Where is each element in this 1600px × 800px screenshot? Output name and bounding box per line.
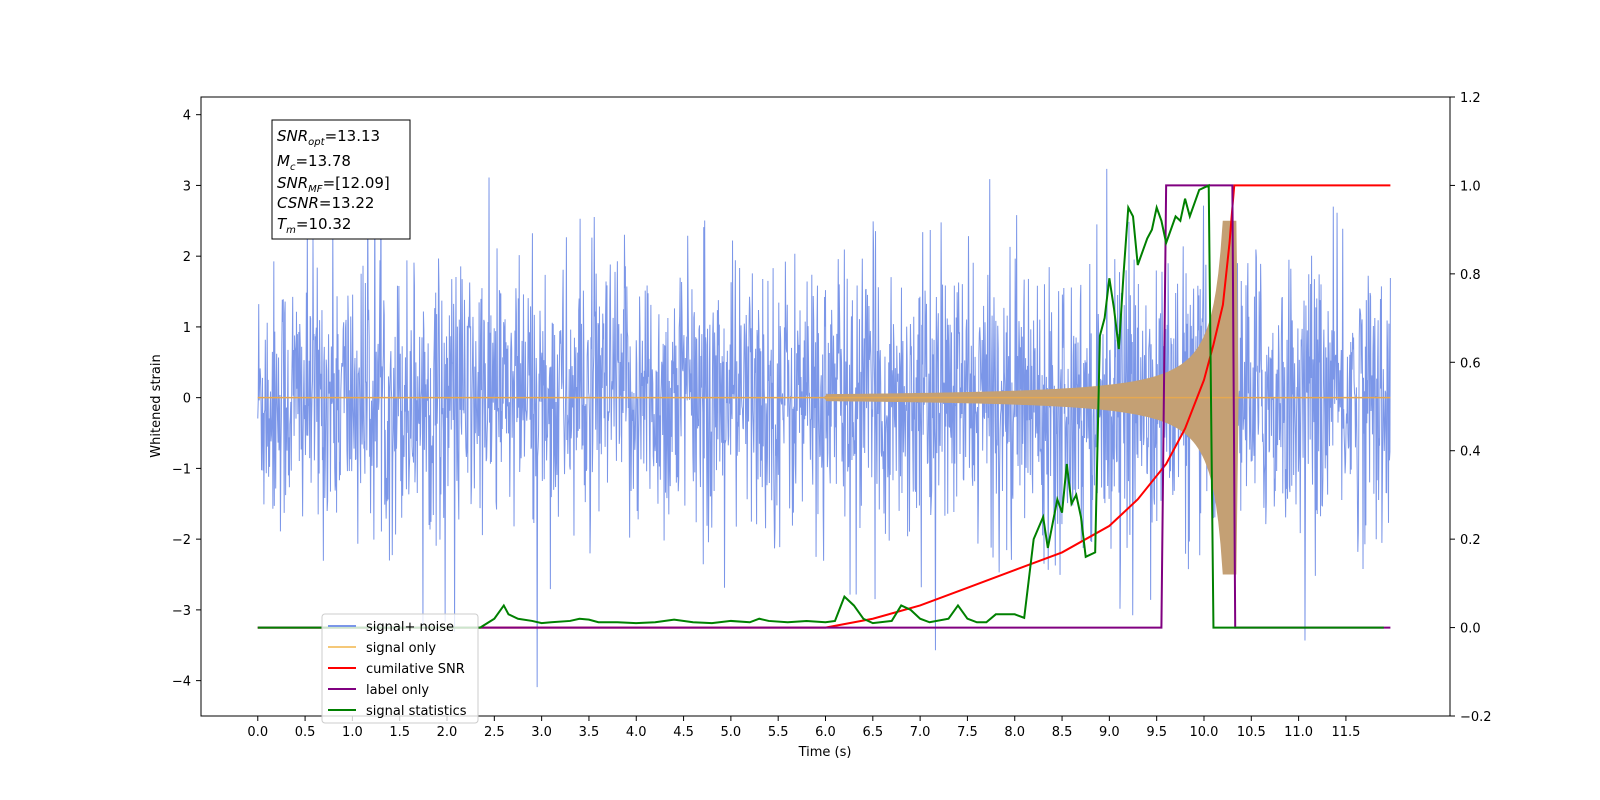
x-tick-label: 1.5 [389, 725, 410, 740]
x-tick-label: 3.5 [579, 725, 600, 740]
x-tick-label: 10.5 [1237, 725, 1266, 740]
legend-box [321, 613, 479, 724]
x-tick-label: 2.0 [437, 725, 458, 740]
y-tick-label: 4 [183, 109, 191, 124]
y-tick-label: 3 [183, 179, 191, 194]
x-tick-label: 0.0 [247, 725, 268, 740]
x-tick-label: 11.5 [1331, 725, 1360, 740]
y2-tick-label: 0.8 [1460, 268, 1481, 283]
x-tick-label: 0.5 [295, 725, 316, 740]
y-tick-label: 0 [183, 392, 191, 407]
info-annotation: SNRopt=13.13 Mc=13.78 SNRMF=[12.09] CSNR… [271, 119, 411, 240]
legend-label-noise: signal+ noise [366, 620, 454, 635]
signal-statistics-line [257, 183, 1384, 629]
y2-axis-ticks: 1.2 1.0 0.8 0.6 0.4 0.2 0.0 −0.2 [1450, 91, 1492, 725]
csnr-line: CSNR=13.22 [277, 194, 374, 212]
y2-tick-label: 0.6 [1460, 356, 1481, 371]
y2-tick-label: 0.0 [1460, 622, 1481, 637]
y2-tick-label: 1.0 [1460, 179, 1481, 194]
x-tick-label: 5.0 [721, 725, 742, 740]
info-box [271, 119, 411, 240]
legend-label-signal: signal only [366, 641, 436, 656]
x-tick-label: 7.0 [910, 725, 931, 740]
y2-tick-label: 0.2 [1460, 533, 1481, 548]
y2-tick-label: 1.2 [1460, 91, 1481, 106]
x-tick-label: 4.5 [673, 725, 694, 740]
x-tick-label: 9.5 [1146, 725, 1167, 740]
cumulative-snr-line [257, 184, 1391, 629]
snr-opt-line: SNRopt=13.13 [277, 127, 380, 148]
plot-area-clip-group [257, 141, 1391, 688]
y-tick-label: −2 [172, 533, 191, 548]
legend-label-label: label only [366, 683, 429, 698]
x-tick-label: 6.0 [815, 725, 836, 740]
x-tick-label: 8.0 [1004, 725, 1025, 740]
legend: signal+ noise signal only cumilative SNR… [321, 613, 479, 724]
x-tick-label: 11.0 [1284, 725, 1313, 740]
right-axis-series [257, 183, 1391, 629]
y2-tick-label: −0.2 [1460, 710, 1492, 725]
y-axis-label: Whitened strain [149, 354, 164, 457]
x-tick-label: 2.5 [484, 725, 505, 740]
legend-label-stats: signal statistics [366, 704, 467, 719]
y2-tick-label: 0.4 [1460, 445, 1481, 460]
x-tick-label: 1.0 [342, 725, 363, 740]
legend-label-snr: cumilative SNR [366, 662, 465, 677]
y-tick-label: −1 [172, 462, 191, 477]
tm-line: Tm=10.32 [277, 215, 351, 236]
x-tick-label: 4.0 [626, 725, 647, 740]
snr-mf-line: SNRMF=[12.09] [277, 174, 390, 195]
y-tick-label: −3 [172, 604, 191, 619]
x-tick-label: 10.0 [1190, 725, 1219, 740]
x-tick-label: 9.0 [1099, 725, 1120, 740]
y-tick-label: 2 [183, 250, 191, 265]
y-axis-ticks: 4 3 2 1 0 −1 −2 −3 −4 [172, 109, 201, 690]
x-axis-label: Time (s) [798, 745, 852, 760]
x-tick-label: 5.5 [768, 725, 789, 740]
x-tick-label: 8.5 [1052, 725, 1073, 740]
x-tick-label: 6.5 [862, 725, 883, 740]
y-tick-label: −4 [172, 675, 191, 690]
x-tick-label: 3.0 [531, 725, 552, 740]
y-tick-label: 1 [183, 321, 191, 336]
mc-line: Mc=13.78 [277, 152, 351, 173]
x-axis-ticks: 0.0 0.5 1.0 1.5 2.0 2.5 3.0 3.5 4.0 4.5 5.0 5.5 6.0 6… [247, 716, 1360, 740]
x-tick-label: 7.5 [957, 725, 978, 740]
